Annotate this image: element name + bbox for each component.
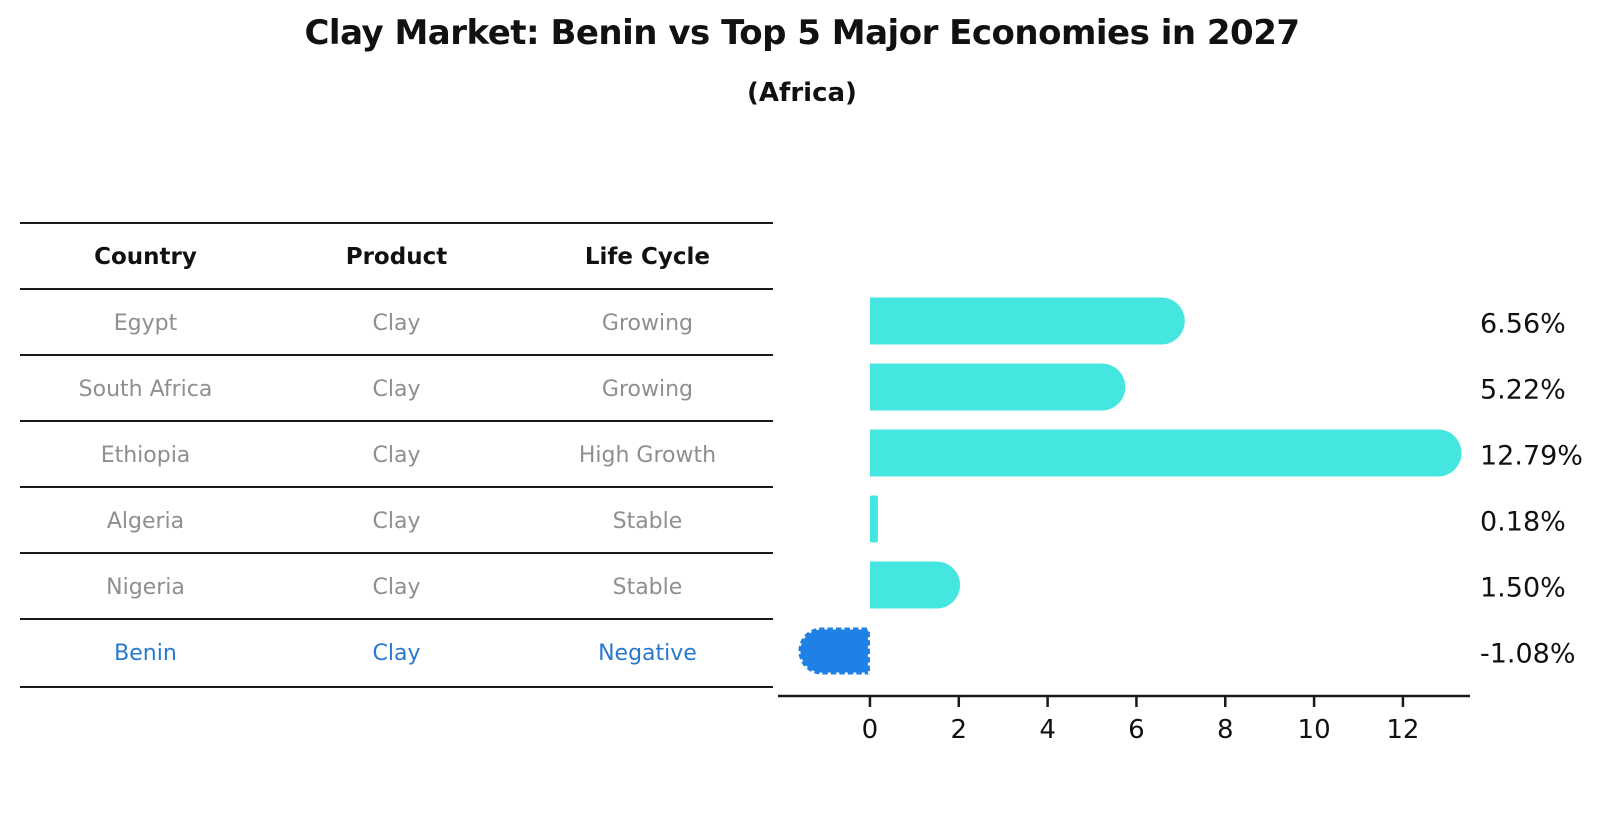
column-header-life-cycle: Life Cycle — [584, 244, 711, 270]
cell-product: Clay — [372, 442, 421, 468]
cell-country: Nigeria — [106, 574, 185, 600]
value-label-algeria: 0.18% — [1480, 507, 1566, 538]
table-row-benin: Benin Clay Negative — [20, 618, 773, 688]
x-tick-label-4: 4 — [1039, 715, 1056, 745]
cell-life-cycle: Stable — [612, 574, 683, 600]
bar-ethiopia — [869, 429, 1462, 477]
x-tick-label-8: 8 — [1217, 715, 1234, 745]
cell-product: Clay — [372, 640, 421, 666]
bar-nigeria — [869, 561, 961, 609]
chart-title: Clay Market: Benin vs Top 5 Major Econom… — [304, 13, 1300, 53]
chart-subtitle: (Africa) — [747, 78, 857, 108]
cell-life-cycle: Negative — [598, 640, 697, 666]
cell-country: Benin — [114, 640, 177, 666]
value-label-egypt: 6.56% — [1480, 309, 1566, 340]
cell-life-cycle: Stable — [612, 508, 683, 534]
value-label-ethiopia: 12.79% — [1480, 441, 1583, 472]
cell-country: Ethiopia — [100, 442, 191, 468]
column-header-country: Country — [94, 244, 197, 270]
table-row-algeria: Algeria Clay Stable — [20, 486, 773, 554]
bar-algeria — [869, 495, 878, 543]
cell-life-cycle: High Growth — [578, 442, 717, 468]
cell-life-cycle: Growing — [601, 310, 693, 336]
table-row-egypt: Egypt Clay Growing — [20, 288, 773, 356]
cell-country: Algeria — [106, 508, 185, 534]
x-tick-label-2: 2 — [950, 715, 967, 745]
cell-product: Clay — [372, 376, 421, 402]
x-tick-label-10: 10 — [1298, 715, 1331, 745]
cell-product: Clay — [372, 574, 421, 600]
table-row-nigeria: Nigeria Clay Stable — [20, 552, 773, 620]
value-label-nigeria: 1.50% — [1480, 573, 1566, 604]
value-label-south-africa: 5.22% — [1480, 375, 1566, 406]
value-label-benin: -1.08% — [1480, 639, 1576, 670]
bar-egypt — [869, 297, 1185, 345]
cell-life-cycle: Growing — [601, 376, 693, 402]
cell-country: Egypt — [113, 310, 178, 336]
table-row-south-africa: South Africa Clay Growing — [20, 354, 773, 422]
cell-product: Clay — [372, 310, 421, 336]
cell-country: South Africa — [78, 376, 213, 402]
x-tick-label-0: 0 — [862, 715, 879, 745]
table-header-row: Country Product Life Cycle — [20, 222, 773, 290]
column-header-product: Product — [345, 244, 448, 270]
bar-benin — [796, 625, 872, 677]
x-tick-label-12: 12 — [1386, 715, 1419, 745]
x-tick-label-6: 6 — [1128, 715, 1145, 745]
cell-product: Clay — [372, 508, 421, 534]
bar-south-africa — [869, 363, 1126, 411]
table-row-ethiopia: Ethiopia Clay High Growth — [20, 420, 773, 488]
